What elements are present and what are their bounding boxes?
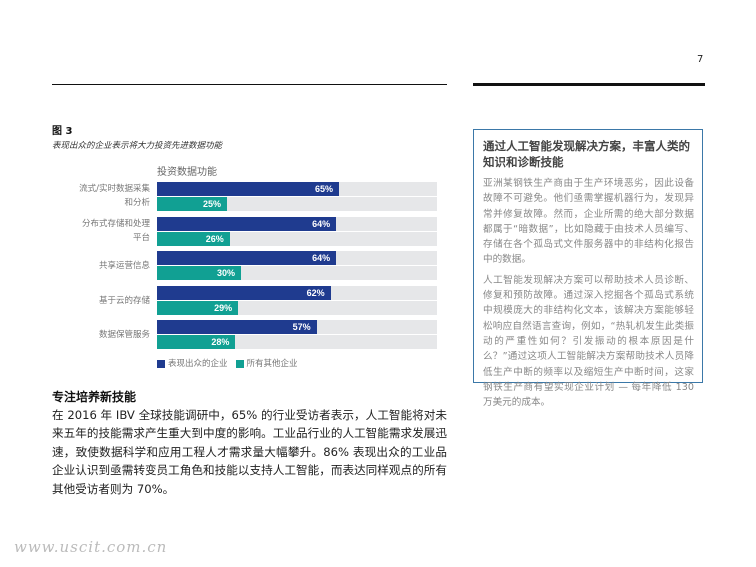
category-label-line: 流式/实时数据采集 [79, 184, 150, 194]
section-body: 在 2016 年 IBV 全球技能调研中，65% 的行业受访者表示，人工智能将对… [52, 408, 447, 496]
legend-label: 所有其他企业 [246, 359, 298, 369]
bar-track: 64% [157, 251, 437, 265]
data-label: 65% [314, 184, 333, 194]
bar-outperformers: 64% [157, 251, 337, 265]
category-label-line: 和分析 [124, 198, 150, 208]
legend-swatch [157, 359, 165, 368]
legend-item-outperformers: 表现出众的企业 [157, 357, 228, 369]
legend-item-others: 所有其他企业 [235, 357, 298, 369]
data-label: 64% [312, 218, 331, 229]
legend-label: 表现出众的企业 [168, 359, 228, 369]
bar-track: 62% [157, 285, 437, 300]
bar-track: 28% [157, 335, 437, 349]
category-label-line: 数据保管服务 [98, 330, 150, 340]
bar-outperformers: 64% [157, 216, 337, 231]
data-label: 29% [214, 302, 233, 313]
bar-others: 30% [157, 266, 241, 280]
bar-outperformers: 62% [157, 285, 331, 300]
sidebar-paragraph: 人工智能发现解决方案可以帮助技术人员诊断、修复和预防故障。通过深入挖掘各个孤岛式… [483, 274, 694, 409]
sidebar-paragraph: 亚洲某钢铁生产商由于生产环境恶劣，因此设备故障不可避免。他们亟需掌握机器行为，发… [483, 178, 694, 266]
data-label: 25% [202, 199, 221, 209]
bar-track: 25% [157, 197, 437, 211]
category-label: 共享运营信息 [40, 259, 150, 273]
bar-others: 29% [157, 300, 239, 315]
figure-caption: 表现出众的企业表示将大力投资先进数据功能 [52, 141, 223, 151]
category-label-line: 共享运营信息 [98, 261, 150, 271]
bar-others: 25% [157, 197, 227, 211]
category-label: 数据保管服务 [40, 328, 150, 342]
data-label: 28% [211, 337, 230, 347]
chart-legend: 表现出众的企业 所有其他企业 [157, 357, 298, 369]
sidebar-title: 通过人工智能发现解决方案，丰富人类的知识和诊断技能 [483, 139, 690, 169]
bar-track: 65% [157, 182, 437, 196]
data-label: 30% [216, 268, 235, 278]
category-label: 流式/实时数据采集和分析 [40, 182, 150, 210]
divider-right [473, 83, 705, 86]
data-label: 62% [306, 287, 325, 298]
data-label: 26% [205, 233, 224, 244]
bar-outperformers: 65% [157, 182, 339, 196]
category-label: 分布式存储和处理平台 [40, 217, 150, 245]
bar-track: 64% [157, 216, 437, 231]
bar-outperformers: 57% [157, 320, 317, 334]
category-label: 基于云的存储 [40, 294, 150, 308]
chart-title: 投资数据功能 [157, 167, 217, 178]
page-number: 7 [697, 54, 704, 65]
category-label-line: 基于云的存储 [98, 295, 150, 306]
bar-others: 28% [157, 335, 236, 349]
category-label-line: 平台 [132, 232, 150, 243]
legend-swatch [235, 359, 244, 368]
bar-others: 26% [157, 231, 230, 246]
bar-track: 26% [157, 231, 437, 246]
bar-track: 30% [157, 266, 437, 280]
bar-track: 29% [157, 300, 437, 315]
bar-track: 57% [157, 320, 437, 334]
sidebar-case-study: 通过人工智能发现解决方案，丰富人类的知识和诊断技能 亚洲某钢铁生产商由于生产环境… [473, 129, 703, 408]
data-label: 64% [312, 253, 331, 263]
category-label-line: 分布式存储和处理 [81, 218, 150, 229]
data-label: 57% [292, 322, 311, 332]
figure-label: 图 3 [52, 126, 73, 137]
divider-left [52, 84, 447, 85]
watermark: www.uscit.com.cn [14, 538, 168, 556]
section-heading: 专注培养新技能 [52, 390, 137, 404]
